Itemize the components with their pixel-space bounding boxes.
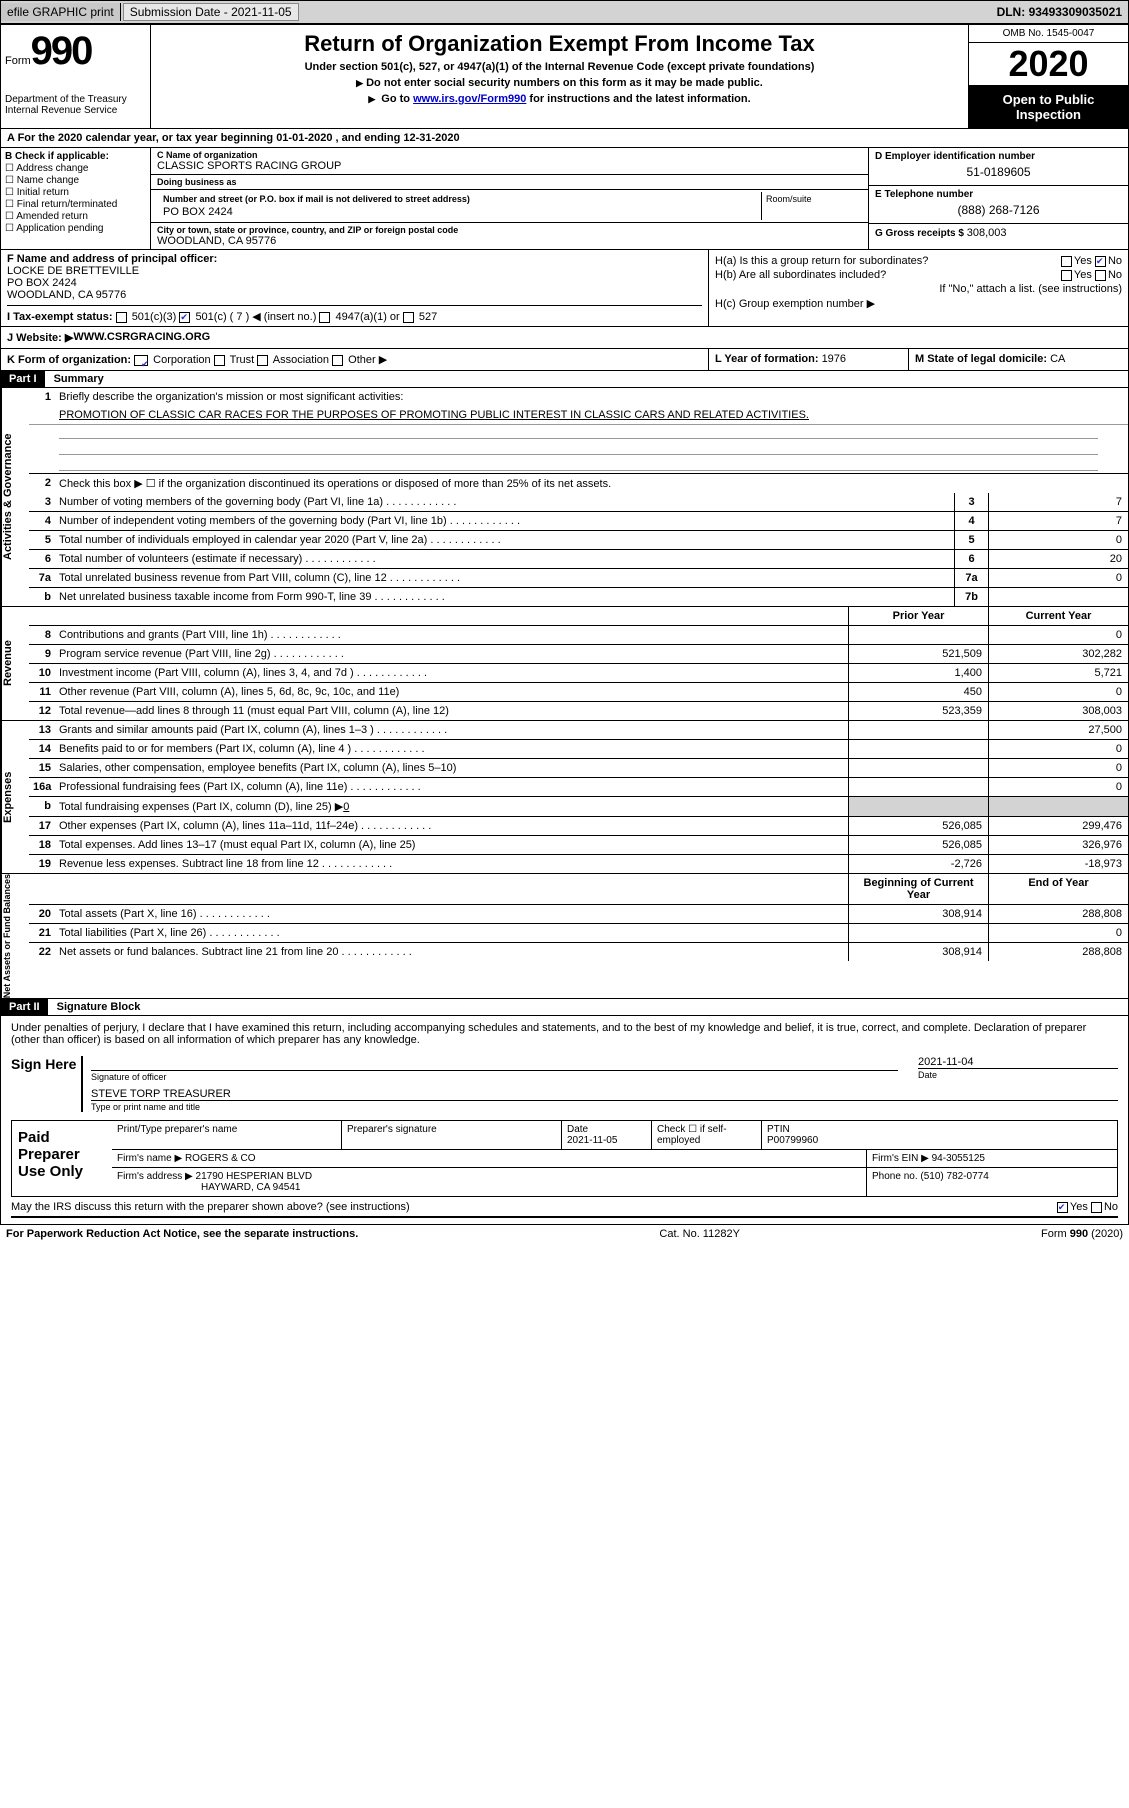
header-left: Form990 Department of the Treasury Inter…: [1, 25, 151, 128]
summary-expenses: Expenses 13Grants and similar amounts pa…: [1, 721, 1128, 874]
discuss-yes[interactable]: [1057, 1202, 1068, 1213]
l-year-formation: L Year of formation: 1976: [708, 349, 908, 370]
chk-final-return[interactable]: ☐ Final return/terminated: [5, 199, 146, 210]
website-value: WWW.CSRGRACING.ORG: [73, 331, 210, 344]
part-i-header: Part I Summary: [1, 371, 1128, 388]
dln-label: DLN: 93493309035021: [991, 3, 1128, 21]
summary-netassets: Net Assets or Fund Balances Beginning of…: [1, 874, 1128, 999]
perjury-declaration: Under penalties of perjury, I declare th…: [11, 1022, 1118, 1046]
officer-name: STEVE TORP TREASURER: [91, 1088, 1118, 1100]
summary-revenue: Revenue Prior YearCurrent Year 8Contribu…: [1, 607, 1128, 721]
part-ii-header: Part II Signature Block: [1, 999, 1128, 1016]
section-identity: B Check if applicable: ☐ Address change …: [1, 148, 1128, 250]
omb-number: OMB No. 1545-0047: [969, 25, 1128, 43]
form-prefix: Form: [5, 55, 31, 67]
m-state-domicile: M State of legal domicile: CA: [908, 349, 1128, 370]
chk-527[interactable]: [403, 312, 414, 323]
mission-text: PROMOTION OF CLASSIC CAR RACES FOR THE P…: [29, 406, 1128, 425]
tab-netassets: Net Assets or Fund Balances: [1, 874, 29, 998]
chk-name-change[interactable]: ☐ Name change: [5, 175, 146, 186]
chk-address-change[interactable]: ☐ Address change: [5, 163, 146, 174]
ha-yes[interactable]: [1061, 256, 1072, 267]
chk-initial-return[interactable]: ☐ Initial return: [5, 187, 146, 198]
tab-governance: Activities & Governance: [1, 388, 29, 606]
hb-yes[interactable]: [1061, 270, 1072, 281]
org-name: CLASSIC SPORTS RACING GROUP: [157, 160, 862, 172]
tax-year: 2020: [969, 43, 1128, 86]
street-value: PO BOX 2424: [157, 206, 761, 220]
chk-amended[interactable]: ☐ Amended return: [5, 211, 146, 222]
col-f-officer: F Name and address of principal officer:…: [1, 250, 708, 326]
phone-label: E Telephone number: [875, 189, 1122, 200]
row-fh: F Name and address of principal officer:…: [1, 250, 1128, 327]
chk-501c3[interactable]: [116, 312, 127, 323]
tab-expenses: Expenses: [1, 721, 29, 873]
room-label: Room/suite: [762, 192, 862, 220]
form-container: Form990 Department of the Treasury Inter…: [0, 24, 1129, 1225]
open-to-public: Open to Public Inspection: [969, 86, 1128, 128]
irs-link[interactable]: www.irs.gov/Form990: [413, 93, 526, 105]
col-de: D Employer identification number 51-0189…: [868, 148, 1128, 249]
col-h-group: H(a) Is this a group return for subordin…: [708, 250, 1128, 326]
summary-governance: Activities & Governance 1Briefly describ…: [1, 388, 1128, 607]
sig-officer-line: Signature of officer: [91, 1070, 898, 1082]
ein-value: 51-0189605: [875, 162, 1122, 182]
row-a-period: A For the 2020 calendar year, or tax yea…: [1, 129, 1128, 148]
efile-topbar: efile GRAPHIC print Submission Date - 20…: [0, 0, 1129, 24]
gross-label: G Gross receipts $: [875, 228, 967, 239]
street-label: Number and street (or P.O. box if mail i…: [157, 192, 761, 206]
city-value: WOODLAND, CA 95776: [157, 235, 862, 247]
paid-preparer-table: Paid Preparer Use Only Print/Type prepar…: [11, 1120, 1118, 1197]
hb-no[interactable]: [1095, 270, 1106, 281]
sign-here-label: Sign Here: [11, 1056, 81, 1112]
chk-4947[interactable]: [319, 312, 330, 323]
phone-value: (888) 268-7126: [875, 200, 1122, 220]
chk-trust[interactable]: [214, 355, 225, 366]
k-form-org: K Form of organization: Corporation Trus…: [1, 349, 708, 370]
gross-value: 308,003: [967, 227, 1007, 239]
header-center: Return of Organization Exempt From Incom…: [151, 25, 968, 128]
ein-label: D Employer identification number: [875, 151, 1122, 162]
chk-assoc[interactable]: [257, 355, 268, 366]
efile-label: efile GRAPHIC print: [1, 3, 121, 21]
chk-other[interactable]: [332, 355, 343, 366]
chk-501c[interactable]: [179, 312, 190, 323]
row-i-tax-status: I Tax-exempt status: 501(c)(3) 501(c) ( …: [7, 305, 702, 323]
discuss-no[interactable]: [1091, 1202, 1102, 1213]
form-subtitle: Under section 501(c), 527, or 4947(a)(1)…: [157, 61, 962, 73]
col-b-checkboxes: B Check if applicable: ☐ Address change …: [1, 148, 151, 249]
chk-corp[interactable]: [134, 355, 148, 366]
discuss-row: May the IRS discuss this return with the…: [11, 1201, 1118, 1218]
dept-label: Department of the Treasury Internal Reve…: [5, 94, 146, 116]
ha-no[interactable]: [1095, 256, 1106, 267]
footer-mid: Cat. No. 11282Y: [659, 1228, 740, 1240]
row-k: K Form of organization: Corporation Trus…: [1, 349, 1128, 371]
org-name-label: C Name of organization: [157, 150, 862, 160]
header-right: OMB No. 1545-0047 2020 Open to Public In…: [968, 25, 1128, 128]
city-label: City or town, state or province, country…: [157, 225, 862, 235]
footer-right: Form 990 (2020): [1041, 1228, 1123, 1240]
form-header: Form990 Department of the Treasury Inter…: [1, 25, 1128, 129]
header-line1: Do not enter social security numbers on …: [157, 77, 962, 89]
header-line2: Go to www.irs.gov/Form990 for instructio…: [157, 93, 962, 105]
dba-label: Doing business as: [157, 177, 862, 187]
chk-app-pending[interactable]: ☐ Application pending: [5, 223, 146, 234]
page-footer: For Paperwork Reduction Act Notice, see …: [0, 1225, 1129, 1243]
col-c-org-info: C Name of organization CLASSIC SPORTS RA…: [151, 148, 868, 249]
row-j-website: J Website: ▶ WWW.CSRGRACING.ORG: [1, 327, 1128, 349]
submission-date-btn[interactable]: Submission Date - 2021-11-05: [123, 3, 299, 21]
paid-preparer-label: Paid Preparer Use Only: [12, 1121, 112, 1196]
signature-block: Under penalties of perjury, I declare th…: [1, 1016, 1128, 1224]
footer-left: For Paperwork Reduction Act Notice, see …: [6, 1228, 358, 1240]
form-number: 990: [31, 29, 92, 73]
form-title: Return of Organization Exempt From Incom…: [157, 31, 962, 57]
sign-here-table: Sign Here Signature of officer 2021-11-0…: [11, 1056, 1118, 1112]
tab-revenue: Revenue: [1, 607, 29, 720]
